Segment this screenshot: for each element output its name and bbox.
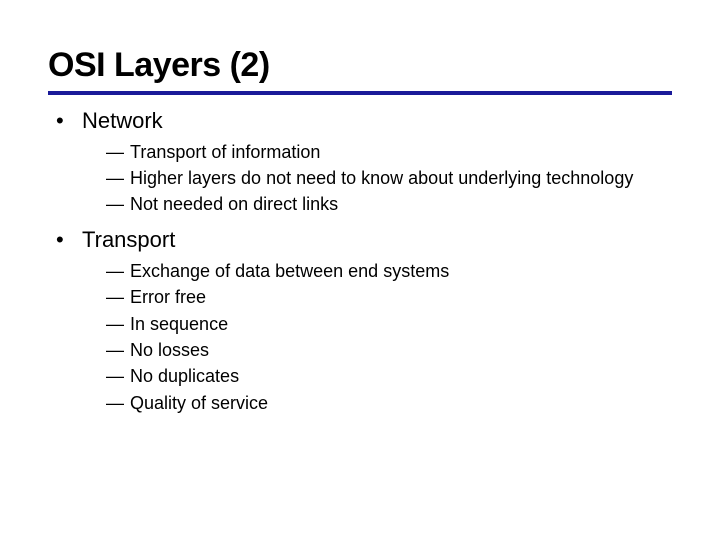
list-item: Not needed on direct links <box>82 192 672 216</box>
list-item: Quality of service <box>82 391 672 415</box>
list-item: In sequence <box>82 312 672 336</box>
bullet-list-level1: Network Transport of information Higher … <box>48 107 672 415</box>
list-item: Higher layers do not need to know about … <box>82 166 672 190</box>
slide: OSI Layers (2) Network Transport of info… <box>0 0 720 540</box>
section-heading: Transport <box>82 227 175 252</box>
section-transport: Transport Exchange of data between end s… <box>48 226 672 414</box>
list-item: No duplicates <box>82 364 672 388</box>
list-item: Error free <box>82 285 672 309</box>
section-heading: Network <box>82 108 163 133</box>
bullet-list-level2: Transport of information Higher layers d… <box>82 140 672 217</box>
slide-title: OSI Layers (2) <box>48 46 672 85</box>
list-item: Transport of information <box>82 140 672 164</box>
bullet-list-level2: Exchange of data between end systems Err… <box>82 259 672 415</box>
list-item: Exchange of data between end systems <box>82 259 672 283</box>
list-item: No losses <box>82 338 672 362</box>
section-network: Network Transport of information Higher … <box>48 107 672 216</box>
title-underline <box>48 91 672 95</box>
